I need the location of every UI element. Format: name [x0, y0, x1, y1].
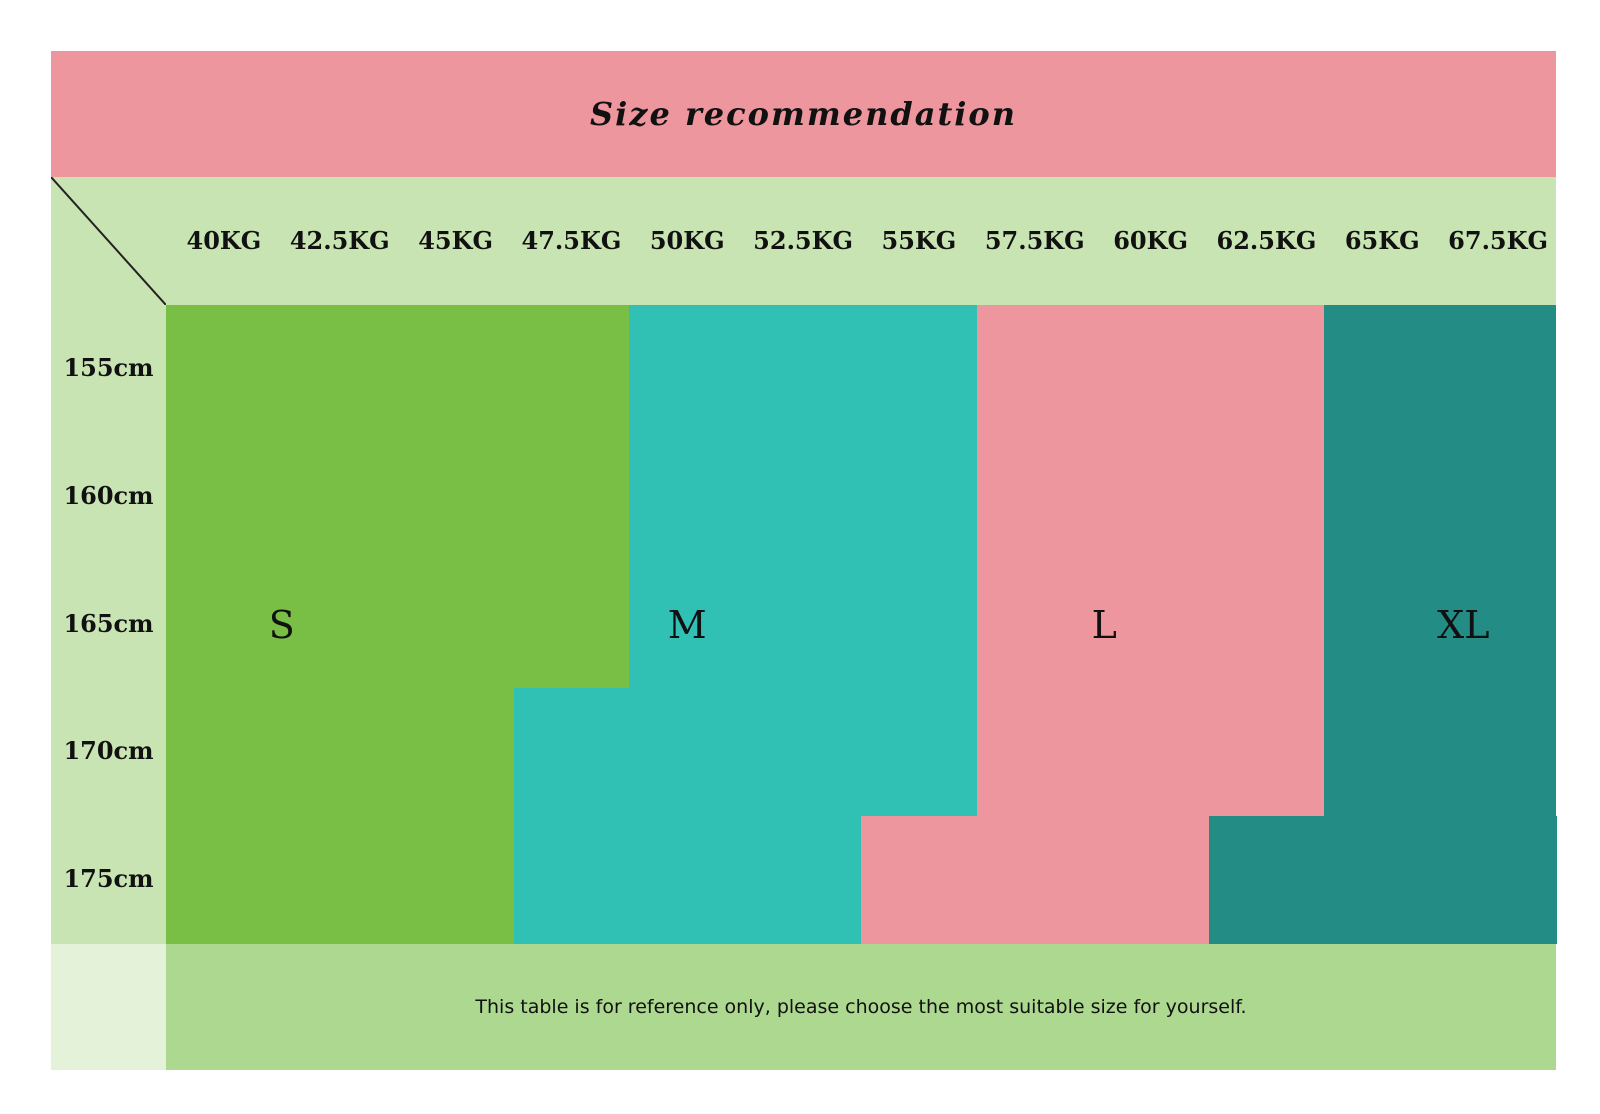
size-zone-l [976, 560, 1325, 689]
weight-label: 60KG [1113, 226, 1188, 255]
height-label: 160cm [63, 480, 154, 510]
size-zone-xl [1324, 432, 1557, 562]
size-label-xl: XL [1437, 602, 1490, 647]
size-label-m: M [667, 602, 707, 647]
size-zone-xl [1324, 688, 1557, 817]
corner-diagonal [51, 177, 166, 305]
size-zone-m [513, 688, 978, 817]
size-zone-l [976, 432, 1325, 562]
size-label-s: S [268, 602, 295, 647]
size-zone-l [976, 305, 1325, 434]
weight-label: 65KG [1344, 226, 1420, 255]
title-band: Size recommendation [51, 51, 1556, 177]
size-zone-xl [1208, 816, 1557, 945]
chart-title: Size recommendation [590, 95, 1017, 133]
weight-label: 52.5KG [753, 226, 853, 255]
height-label: 155cm [63, 353, 154, 382]
reference-note: This table is for reference only, please… [475, 996, 1247, 1018]
size-label-l: L [1091, 602, 1117, 647]
height-label-column [51, 305, 166, 944]
weight-label: 47.5KG [521, 226, 622, 255]
size-zone-l [976, 688, 1325, 817]
weight-label: 50KG [649, 226, 725, 255]
size-zone-s [166, 305, 630, 434]
height-label: 165cm [63, 608, 154, 638]
size-zone-m [629, 432, 978, 562]
size-zone-m [629, 305, 978, 434]
weight-label: 55KG [881, 226, 957, 255]
size-zone-s [166, 816, 514, 945]
size-chart: Size recommendation S M L XL This table is … [51, 51, 1557, 1070]
footer-corner [51, 944, 166, 1070]
size-zone-l [861, 816, 1209, 945]
size-zone-s [166, 432, 630, 562]
weight-label: 62.5KG [1216, 226, 1317, 255]
size-zone-xl [1324, 305, 1557, 434]
weight-label: 57.5KG [984, 226, 1085, 255]
size-zone-xl [1324, 560, 1557, 689]
size-zone-s [166, 560, 630, 689]
weight-label: 42.5KG [289, 226, 390, 255]
size-zone-s [166, 688, 514, 817]
weight-label: 45KG [418, 226, 493, 255]
weight-label: 67.5KG [1448, 226, 1548, 255]
size-grid: S M L XL [166, 305, 1557, 945]
footer-band: This table is for reference only, please… [166, 944, 1556, 1070]
weight-label: 40KG [186, 226, 262, 255]
height-label: 175cm [63, 864, 154, 894]
height-label: 170cm [63, 736, 154, 766]
size-zone-m [513, 816, 862, 945]
size-zone-m [629, 560, 978, 689]
weight-header-row [51, 177, 1556, 305]
